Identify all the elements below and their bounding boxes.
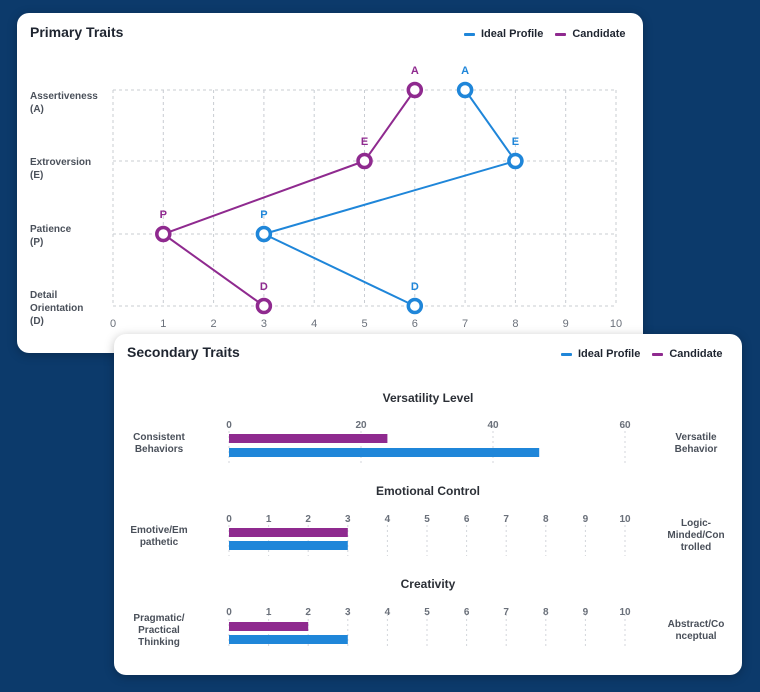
data-point-P bbox=[155, 225, 172, 243]
bar-candidate bbox=[229, 434, 388, 443]
x-tick-label: 0 bbox=[226, 607, 232, 618]
x-tick-label: 0 bbox=[226, 420, 232, 431]
data-point-E bbox=[507, 152, 524, 170]
bar-ideal bbox=[229, 448, 540, 457]
bar-ideal bbox=[229, 541, 348, 550]
bar-candidate bbox=[229, 622, 309, 631]
x-tick-label: 4 bbox=[311, 318, 317, 330]
emotional-control-left-label: Emotive/Em pathetic bbox=[130, 525, 188, 548]
x-tick-label: 9 bbox=[563, 318, 569, 330]
data-point-D bbox=[255, 297, 273, 315]
primary-traits-title: Primary Traits bbox=[30, 24, 124, 40]
x-tick-label: 0 bbox=[226, 514, 232, 525]
point-label: E bbox=[512, 136, 519, 148]
legend2-label-candidate: Candidate bbox=[669, 348, 723, 360]
primary-traits-card: Primary Traits Ideal Profile Candidate A… bbox=[17, 13, 643, 353]
data-point-A bbox=[456, 81, 474, 99]
versatility-right-label: Versatile Behavior bbox=[674, 432, 718, 455]
creativity-left-label: Pragmatic/ Practical Thinking bbox=[133, 613, 185, 648]
legend2-label-ideal: Ideal Profile bbox=[578, 348, 641, 360]
bar-candidate bbox=[229, 528, 348, 537]
x-tick-label: 3 bbox=[345, 607, 351, 618]
x-tick-label: 2 bbox=[211, 318, 217, 330]
x-tick-label: 1 bbox=[160, 318, 166, 330]
x-tick-label: 60 bbox=[619, 420, 631, 431]
x-tick-label: 2 bbox=[305, 607, 311, 618]
x-tick-label: 10 bbox=[610, 318, 622, 330]
x-tick-label: 3 bbox=[345, 514, 351, 525]
x-tick-label: 8 bbox=[543, 607, 549, 618]
y-label-patience: Patience (P) bbox=[30, 224, 72, 248]
x-tick-label: 8 bbox=[543, 514, 549, 525]
point-label: D bbox=[260, 281, 268, 293]
x-tick-label: 0 bbox=[110, 318, 116, 330]
data-point-A bbox=[406, 81, 424, 99]
candidate-swatch bbox=[555, 32, 567, 36]
x-tick-label: 7 bbox=[462, 318, 468, 330]
ideal-swatch bbox=[561, 352, 572, 356]
y-label-assertiveness: Assertiveness (A) bbox=[30, 91, 98, 115]
secondary-traits-title: Secondary Traits bbox=[127, 344, 240, 360]
versatility-title: Versatility Level bbox=[382, 391, 474, 405]
legend-item-ideal: Ideal Profile bbox=[464, 28, 543, 40]
x-tick-label: 8 bbox=[512, 318, 518, 330]
candidate-swatch bbox=[652, 352, 664, 356]
x-tick-label: 6 bbox=[464, 607, 470, 618]
x-tick-label: 5 bbox=[424, 607, 430, 618]
point-label: A bbox=[411, 65, 419, 77]
secondary-legend: Ideal Profile Candidate bbox=[561, 348, 723, 360]
emotional-control-right-label: Logic-Minded/Con trolled bbox=[667, 518, 725, 553]
x-tick-label: 6 bbox=[412, 318, 418, 330]
point-label: D bbox=[411, 281, 419, 293]
bar-ideal bbox=[229, 635, 348, 644]
creativity-right-label: Abstract/Co nceptual bbox=[667, 619, 725, 642]
legend-label-candidate: Candidate bbox=[572, 28, 626, 40]
series-line-candidate bbox=[161, 89, 416, 307]
data-point-D bbox=[406, 297, 424, 315]
x-tick-label: 10 bbox=[619, 514, 631, 525]
x-tick-label: 7 bbox=[503, 514, 509, 525]
point-label: P bbox=[260, 209, 267, 221]
x-tick-label: 4 bbox=[385, 607, 391, 618]
x-tick-label: 5 bbox=[361, 318, 367, 330]
legend2-item-ideal: Ideal Profile bbox=[561, 348, 640, 360]
point-label: P bbox=[160, 209, 167, 221]
x-tick-label: 40 bbox=[487, 420, 499, 431]
secondary-traits-chart: 0 20 40 60 0 1 2 3 4 5 6 7 8 9 10 0 1 2 3 4 5 6 7 8 9 10 bbox=[226, 420, 631, 649]
x-tick-label: 20 bbox=[355, 420, 367, 431]
creativity-title: Creativity bbox=[400, 577, 456, 591]
x-tick-label: 4 bbox=[385, 514, 391, 525]
x-tick-label: 9 bbox=[583, 514, 589, 525]
y-label-extroversion: Extroversion (E) bbox=[30, 157, 92, 181]
x-tick-label: 7 bbox=[503, 607, 509, 618]
point-label: A bbox=[461, 65, 469, 77]
y-label-detail-orientation: Detail Orientation (D) bbox=[30, 290, 84, 327]
data-point-P bbox=[255, 225, 273, 243]
x-tick-label: 10 bbox=[619, 607, 631, 618]
point-label: E bbox=[361, 136, 368, 148]
x-tick-label: 2 bbox=[305, 514, 311, 525]
legend-item-candidate: Candidate bbox=[555, 28, 626, 40]
series-line-ideal bbox=[261, 89, 518, 307]
primary-legend: Ideal Profile Candidate bbox=[464, 28, 626, 40]
x-tick-label: 1 bbox=[266, 607, 272, 618]
ideal-swatch bbox=[464, 32, 475, 36]
secondary-traits-card: Secondary Traits Ideal Profile Candidate… bbox=[114, 334, 742, 675]
emotional-control-title: Emotional Control bbox=[376, 484, 480, 498]
x-tick-label: 6 bbox=[464, 514, 470, 525]
x-tick-label: 1 bbox=[266, 514, 272, 525]
x-tick-label: 5 bbox=[424, 514, 430, 525]
x-tick-label: 9 bbox=[583, 607, 589, 618]
legend-label-ideal: Ideal Profile bbox=[481, 28, 544, 40]
x-tick-label: 3 bbox=[261, 318, 267, 330]
versatility-left-label: Consistent Behaviors bbox=[133, 432, 185, 455]
data-point-E bbox=[356, 152, 373, 170]
legend2-item-candidate: Candidate bbox=[652, 348, 723, 360]
primary-traits-chart: 0 1 2 3 4 5 6 7 8 9 10 A E P D A E P D bbox=[110, 65, 622, 330]
